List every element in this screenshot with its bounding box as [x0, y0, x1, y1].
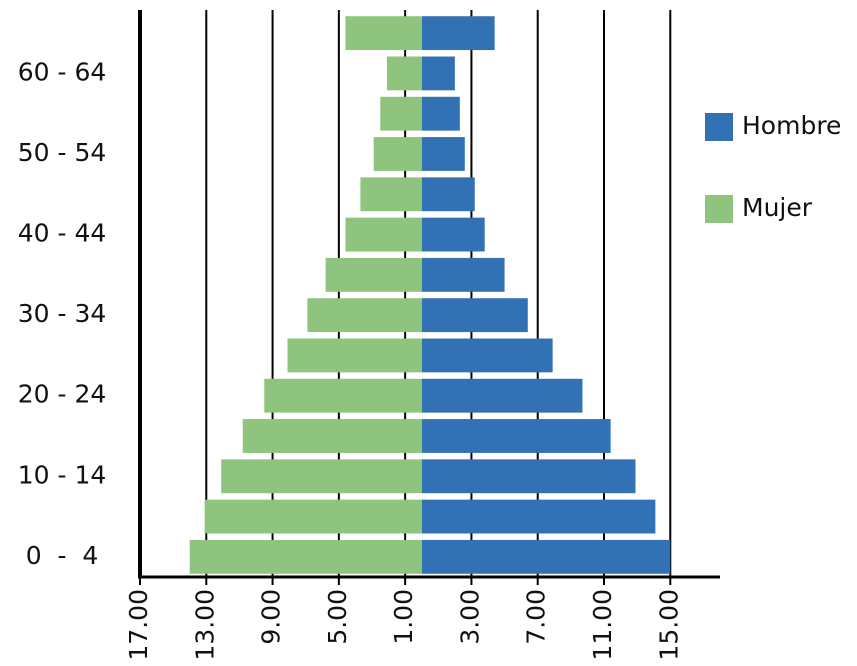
x-tick-label: 11.00 — [588, 589, 617, 661]
x-tick-label: 1.00 — [389, 589, 418, 645]
bar — [307, 298, 422, 333]
y-tick-label: 50 - 54 — [18, 138, 107, 167]
bar — [421, 499, 656, 534]
bar — [421, 137, 465, 171]
x-tick-label: 9.00 — [257, 589, 286, 645]
legend-label: Hombre — [742, 111, 841, 140]
bar — [380, 96, 422, 131]
y-tick-label: 0 - 4 — [26, 541, 99, 570]
bar — [421, 177, 475, 212]
x-tick-label: 5.00 — [323, 589, 352, 645]
legend-label: Mujer — [742, 193, 813, 222]
bar — [242, 419, 422, 453]
bar — [421, 16, 495, 51]
x-tick-label: 3.00 — [455, 589, 484, 645]
legend-swatch — [705, 195, 733, 223]
y-tick-label: 30 - 34 — [18, 299, 107, 328]
bar — [386, 56, 422, 91]
x-tick-label: 13.00 — [190, 589, 219, 661]
bar — [421, 338, 553, 373]
y-tick-label: 10 - 14 — [18, 460, 107, 489]
bar — [421, 419, 611, 453]
bar — [360, 177, 422, 212]
bar — [421, 298, 528, 333]
bar — [421, 56, 455, 91]
bar — [421, 96, 460, 131]
bar — [325, 257, 422, 292]
bar — [287, 338, 422, 373]
bar — [264, 378, 422, 413]
x-tick-label: 7.00 — [522, 589, 551, 645]
legend-swatch — [705, 113, 733, 141]
x-tick-label: 15.00 — [654, 589, 683, 661]
bar — [421, 459, 636, 494]
bar — [421, 217, 485, 252]
bar — [221, 459, 422, 494]
bar — [345, 217, 422, 252]
bar — [189, 539, 422, 574]
y-tick-label: 20 - 24 — [18, 380, 107, 409]
bar — [204, 499, 422, 534]
y-tick-label: 60 - 64 — [18, 57, 107, 86]
x-tick-label: 17.00 — [124, 589, 153, 661]
bar — [421, 539, 671, 574]
bar — [345, 16, 422, 51]
bar — [421, 257, 505, 292]
bar — [421, 378, 583, 413]
bar — [373, 137, 422, 171]
y-tick-label: 40 - 44 — [18, 219, 107, 248]
